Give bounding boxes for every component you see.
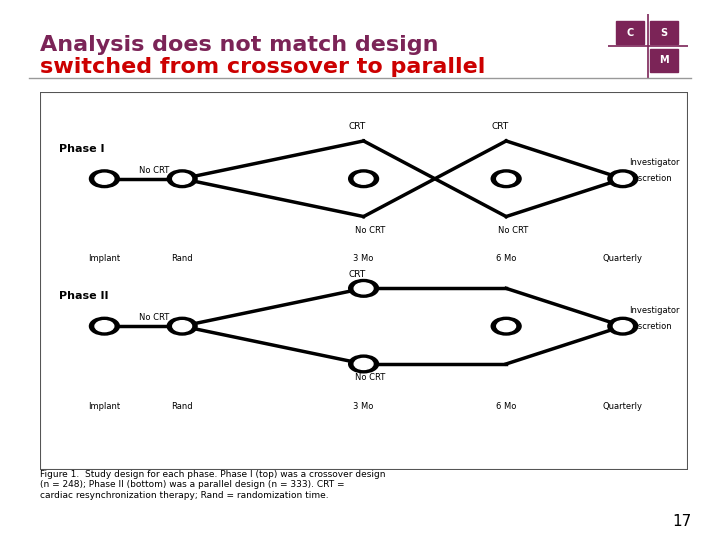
Text: No CRT: No CRT <box>355 374 385 382</box>
Circle shape <box>354 359 373 369</box>
Text: switched from crossover to parallel: switched from crossover to parallel <box>40 57 485 77</box>
Text: 3 Mo: 3 Mo <box>354 254 374 264</box>
Circle shape <box>354 173 373 184</box>
Text: CRT: CRT <box>348 123 366 131</box>
Text: S: S <box>661 28 667 38</box>
Circle shape <box>492 170 521 187</box>
FancyBboxPatch shape <box>40 92 688 470</box>
Text: Analysis does not match design: Analysis does not match design <box>40 35 438 55</box>
Circle shape <box>349 280 378 297</box>
Text: 17: 17 <box>672 514 691 529</box>
Text: Investigator: Investigator <box>629 306 680 315</box>
Circle shape <box>173 321 192 332</box>
Text: Rand: Rand <box>171 402 193 411</box>
Circle shape <box>349 355 378 373</box>
Text: Quarterly: Quarterly <box>603 254 643 264</box>
Circle shape <box>613 173 632 184</box>
Text: Implant: Implant <box>89 402 120 411</box>
Text: Rand: Rand <box>171 254 193 264</box>
Circle shape <box>90 170 119 187</box>
Circle shape <box>354 283 373 294</box>
Text: 3 Mo: 3 Mo <box>354 402 374 411</box>
Text: CRT: CRT <box>348 270 366 279</box>
Circle shape <box>168 170 197 187</box>
Circle shape <box>168 318 197 335</box>
Text: No CRT: No CRT <box>139 166 169 175</box>
Circle shape <box>608 318 637 335</box>
Circle shape <box>492 318 521 335</box>
Text: Investigator: Investigator <box>629 158 680 167</box>
Text: Discretion: Discretion <box>629 174 672 183</box>
Circle shape <box>608 170 637 187</box>
Text: Quarterly: Quarterly <box>603 402 643 411</box>
Text: Phase I: Phase I <box>59 144 104 153</box>
Circle shape <box>497 321 516 332</box>
Circle shape <box>613 321 632 332</box>
Text: 6 Mo: 6 Mo <box>496 402 516 411</box>
Text: Discretion: Discretion <box>629 322 672 330</box>
Text: No CRT: No CRT <box>139 313 169 322</box>
Text: 6 Mo: 6 Mo <box>496 254 516 264</box>
Circle shape <box>173 173 192 184</box>
Circle shape <box>95 173 114 184</box>
FancyBboxPatch shape <box>650 49 678 72</box>
Text: Implant: Implant <box>89 254 120 264</box>
Circle shape <box>95 321 114 332</box>
FancyBboxPatch shape <box>616 21 644 44</box>
Circle shape <box>90 318 119 335</box>
FancyBboxPatch shape <box>650 21 678 44</box>
Text: No CRT: No CRT <box>498 226 528 235</box>
Text: Figure 1.  Study design for each phase. Phase I (top) was a crossover design
(n : Figure 1. Study design for each phase. P… <box>40 470 385 500</box>
Circle shape <box>349 170 378 187</box>
Text: CRT: CRT <box>491 123 508 131</box>
Text: C: C <box>626 28 634 38</box>
Text: Phase II: Phase II <box>59 291 109 301</box>
Text: No CRT: No CRT <box>355 226 385 235</box>
Text: M: M <box>660 56 669 65</box>
Circle shape <box>497 173 516 184</box>
